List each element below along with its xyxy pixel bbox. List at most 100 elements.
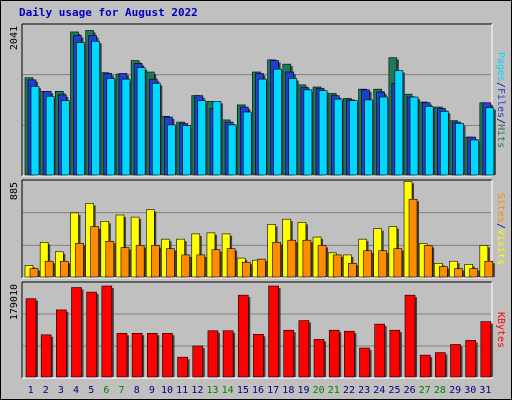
bar-pages (121, 78, 131, 176)
x-tick-label: 21 (328, 385, 340, 396)
x-tick-label: 12 (191, 385, 203, 396)
bar-pages (30, 85, 40, 176)
x-axis-labels: 1 2 3 4 5 6 7 8 9 10 11 12 13 14 15 16 17 18 19 20 21 22 23 24 2… (28, 385, 492, 396)
bar-pages (364, 99, 373, 176)
mid-legend-part: Sites (495, 193, 506, 223)
bar-pages (45, 96, 55, 176)
bar-pages (440, 111, 449, 176)
mid-legend-part: Visits (495, 229, 506, 265)
bar-sites (226, 248, 236, 278)
bar-pages (258, 78, 267, 176)
bar-kbytes (146, 332, 158, 378)
bar-kbytes (313, 339, 325, 378)
bar-kbytes (237, 294, 249, 378)
x-tick-label: 20 (313, 385, 325, 396)
bar-sites (105, 240, 115, 278)
x-tick-label: 22 (343, 385, 355, 396)
bar-kbytes (344, 330, 355, 378)
bar-sites (44, 260, 54, 278)
bar-kbytes (435, 352, 446, 378)
bar-kbytes (71, 287, 82, 378)
bar-kbytes (389, 329, 401, 378)
bar-sites (454, 268, 463, 278)
bar-kbytes (162, 332, 173, 378)
bar-sites (29, 268, 39, 278)
x-tick-label: 9 (149, 385, 155, 396)
bar-visits (115, 214, 125, 278)
bar-kbytes (56, 309, 67, 378)
bar-pages (470, 139, 479, 176)
bar-kbytes (207, 330, 219, 378)
mid-y-max-label: 885 (9, 182, 20, 200)
x-tick-label: 24 (373, 385, 385, 396)
x-tick-label: 14 (222, 385, 234, 396)
bar-pages (333, 98, 343, 176)
chart-panels: 2041 Pages/Files/Hits 885 Sites / Visits 17901… (9, 23, 506, 379)
bar-sites (317, 245, 327, 278)
bar-kbytes (131, 332, 143, 378)
bottom-legend: KBytes (495, 312, 506, 348)
bar-pages (455, 123, 464, 176)
x-tick-label: 27 (419, 385, 431, 396)
x-tick-label: 8 (134, 385, 140, 396)
x-tick-label: 19 (297, 385, 309, 396)
bar-sites (196, 254, 206, 278)
mid-panel: 885 Sites/Visits (9, 179, 506, 279)
bar-pages (303, 89, 313, 176)
x-tick-label: 4 (73, 385, 79, 396)
bottom-panel: 179010 KBytes (9, 281, 506, 379)
x-tick-label: 16 (252, 385, 264, 396)
bar-pages (424, 106, 434, 176)
top-legend-part: / (495, 118, 506, 124)
bar-pages (182, 125, 191, 176)
bottom-legend-part: KBytes (495, 312, 506, 348)
top-legend: Pages/Files/Hits (495, 52, 506, 148)
bar-kbytes (86, 291, 97, 378)
bar-sites (181, 254, 190, 278)
x-tick-label: 15 (237, 385, 249, 396)
bar-pages (136, 67, 146, 176)
x-tick-label: 29 (449, 385, 461, 396)
bar-pages (318, 90, 328, 176)
bar-sites (257, 258, 266, 278)
bar-pages (212, 101, 222, 176)
top-legend-part: Hits (495, 124, 506, 148)
bar-pages (288, 78, 298, 176)
x-tick-label: 13 (206, 385, 218, 396)
x-tick-label: 26 (404, 385, 416, 396)
x-tick-label: 30 (464, 385, 476, 396)
bar-pages (242, 111, 252, 176)
bar-pages (91, 40, 100, 176)
bar-sites (378, 250, 388, 278)
bar-pages (61, 100, 70, 176)
bar-sites (90, 226, 99, 278)
bar-sites (439, 266, 448, 278)
x-tick-label: 2 (43, 385, 49, 396)
bar-pages (394, 70, 404, 176)
bar-sites (469, 268, 478, 278)
bar-pages (227, 124, 237, 176)
bar-sites (287, 239, 297, 278)
x-tick-label: 23 (358, 385, 370, 396)
top-legend-part: Files (495, 88, 506, 118)
x-tick-label: 1 (28, 385, 34, 396)
x-tick-label: 5 (88, 385, 94, 396)
bar-kbytes (283, 329, 295, 378)
bar-pages (379, 96, 389, 176)
bar-sites (332, 254, 342, 278)
bar-kbytes (480, 321, 492, 378)
top-panel: 2041 Pages/Files/Hits (9, 23, 506, 177)
bar-pages (349, 100, 358, 176)
bar-sites (120, 247, 130, 278)
bar-sites (348, 263, 357, 278)
bar-kbytes (404, 294, 416, 378)
bar-sites (75, 243, 84, 278)
bar-sites (484, 260, 494, 278)
bar-sites (241, 261, 251, 278)
bar-sites (408, 198, 418, 278)
top-y-max-label: 2041 (9, 26, 20, 50)
bar-pages (151, 83, 161, 176)
x-tick-label: 28 (434, 385, 446, 396)
x-tick-label: 6 (103, 385, 109, 396)
